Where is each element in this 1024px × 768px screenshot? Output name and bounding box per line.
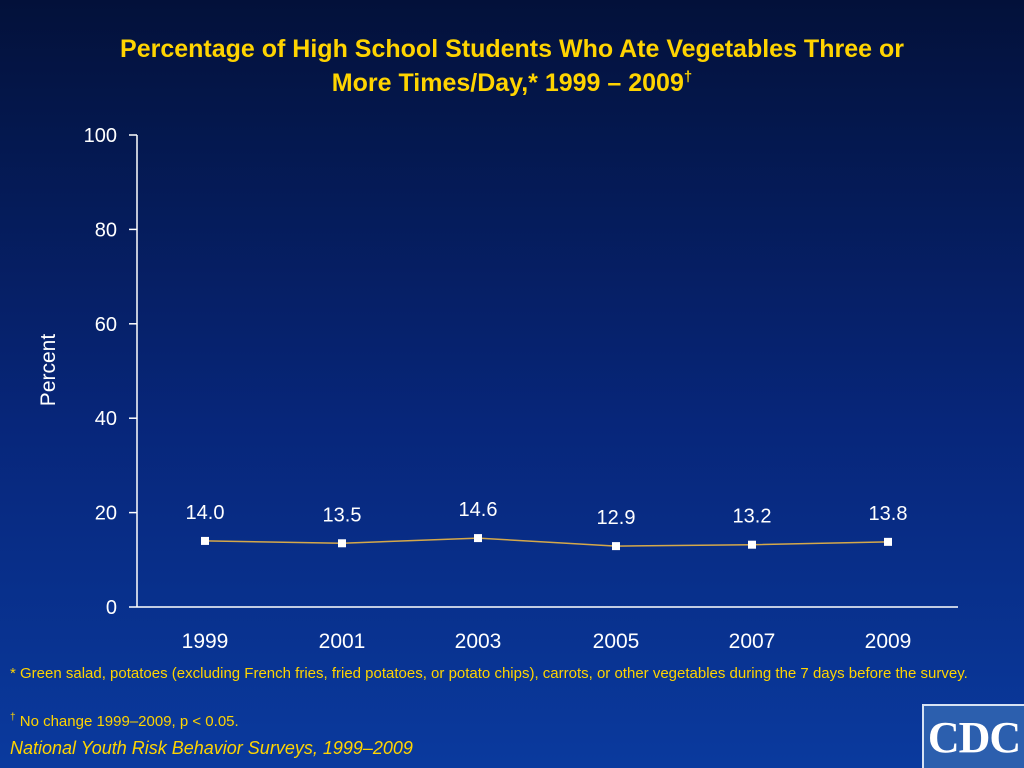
- data-label: 12.9: [597, 507, 636, 529]
- data-label: 14.0: [186, 502, 225, 524]
- y-tick-label: 100: [84, 125, 117, 147]
- data-point: [474, 534, 482, 543]
- footnote-dagger: † No change 1999–2009, p < 0.05.: [10, 707, 710, 732]
- y-tick-label: 20: [95, 503, 117, 525]
- series-line: [204, 537, 889, 547]
- y-axis-label: Percent: [37, 333, 60, 407]
- data-point: [201, 536, 209, 545]
- x-tick-label: 2001: [319, 630, 366, 653]
- data-label: 13.2: [733, 506, 772, 528]
- data-label: 13.8: [869, 503, 908, 525]
- x-tick-label: 2005: [593, 630, 640, 653]
- chart-title: Percentage of High School Students Who A…: [40, 32, 984, 100]
- x-tick-label: 2003: [455, 630, 502, 653]
- data-label: 14.6: [459, 499, 498, 521]
- data-label: 13.5: [323, 504, 362, 526]
- title-dagger: †: [683, 68, 693, 86]
- footnote-dagger-mark: †: [10, 712, 16, 723]
- y-tick-label: 0: [106, 597, 117, 619]
- source-citation: National Youth Risk Behavior Surveys, 19…: [10, 738, 413, 758]
- data-point: [612, 542, 620, 551]
- data-point: [884, 537, 892, 546]
- cdc-logo: CDC: [922, 704, 1024, 768]
- y-tick-label: 80: [95, 219, 117, 241]
- x-tick-label: 2007: [729, 630, 776, 653]
- chart-title-line1: Percentage of High School Students Who A…: [120, 35, 904, 63]
- data-point: [748, 540, 756, 549]
- footnote-dagger-text: No change 1999–2009, p < 0.05.: [15, 713, 239, 730]
- footnote-asterisk: * Green salad, potatoes (excluding Frenc…: [10, 665, 968, 682]
- chart-title-line2: More Times/Day,* 1999 – 2009: [331, 69, 684, 97]
- y-tick-label: 60: [95, 314, 117, 336]
- x-tick-label: 1999: [182, 630, 229, 653]
- y-tick-label: 40: [95, 408, 117, 430]
- data-point: [338, 539, 346, 548]
- x-tick-label: 2009: [865, 630, 912, 653]
- cdc-logo-text: CDC: [927, 712, 1021, 762]
